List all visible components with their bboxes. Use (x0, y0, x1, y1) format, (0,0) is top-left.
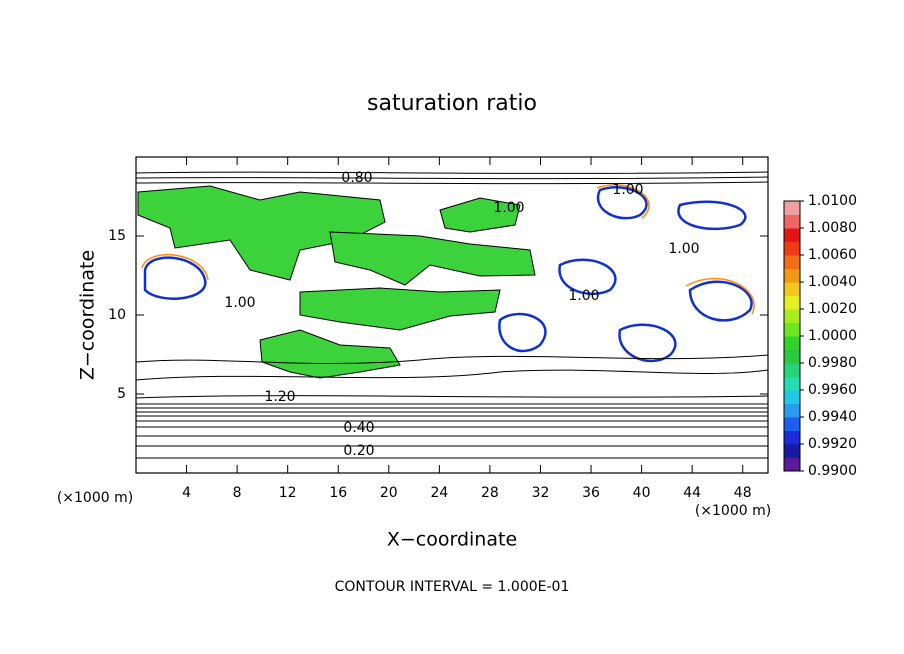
colorbar-swatch (784, 322, 800, 337)
colorbar-tick-label: 0.9920 (808, 436, 857, 452)
chart-title: saturation ratio (367, 91, 537, 116)
x-tick-label: 20 (380, 485, 398, 501)
colorbar-swatch (784, 457, 800, 472)
colorbar-tick-label: 1.0100 (808, 193, 857, 209)
colorbar-tick-label: 0.9960 (808, 382, 857, 398)
colorbar-swatch (784, 295, 800, 310)
colorbar-swatch (784, 417, 800, 431)
field-edge (143, 186, 753, 363)
field-patch (137, 185, 386, 281)
colorbar-swatch (784, 282, 800, 296)
colorbar-swatch (784, 309, 800, 323)
contour-interval: CONTOUR INTERVAL = 1.000E-01 (335, 579, 570, 595)
x-axis-title: X−coordinate (387, 529, 517, 551)
x-tick-label: 32 (532, 485, 550, 501)
colorbar-swatch (784, 376, 800, 391)
contour-label: 1.00 (493, 200, 524, 216)
x-tick-label: 4 (182, 485, 191, 501)
colorbar-swatch (784, 255, 800, 269)
field-edge (141, 184, 755, 315)
contour-label: 1.20 (264, 389, 295, 405)
y-tick-label: 15 (108, 228, 126, 244)
colorbar-tick-label: 1.0000 (808, 328, 857, 344)
contour-label: 0.20 (343, 443, 374, 459)
colorbar-swatch (784, 363, 800, 377)
contour-label: 1.00 (224, 295, 255, 311)
x-tick-label: 28 (481, 485, 499, 501)
colorbar-swatch (784, 268, 800, 283)
field-patch (329, 231, 536, 286)
colorbar-tick-label: 1.0020 (808, 301, 857, 317)
colorbar-swatch (784, 444, 800, 458)
colorbar-tick-label: 1.0080 (808, 220, 857, 236)
colorbar-tick-label: 1.0040 (808, 274, 857, 290)
x-tick-label: 44 (683, 485, 701, 501)
colorbar-swatch (784, 228, 800, 242)
colorbar-tick-label: 0.9900 (808, 463, 857, 479)
x-tick-label: 16 (329, 485, 347, 501)
field-patch (299, 287, 501, 331)
x-tick-label: 12 (279, 485, 297, 501)
x-tick-label: 24 (430, 485, 448, 501)
y-tick-label: 5 (117, 386, 126, 402)
colorbar-swatch (784, 214, 800, 229)
contour-label: 1.00 (668, 241, 699, 257)
field-patch (259, 329, 401, 379)
colorbar-swatch (784, 403, 800, 418)
colorbar-swatch (784, 430, 800, 445)
colorbar-swatch (784, 349, 800, 364)
colorbar-tick-label: 0.9980 (808, 355, 857, 371)
colorbar-swatch (784, 201, 800, 215)
x-tick-label: 40 (633, 485, 651, 501)
y-unit-label: (×1000 m) (57, 490, 133, 506)
colorbar-swatch (784, 336, 800, 350)
field (136, 171, 768, 459)
y-tick-label: 10 (108, 307, 126, 323)
y-axis-title: Z−coordinate (77, 250, 99, 380)
x-tick-label: 36 (582, 485, 600, 501)
x-tick-label: 48 (734, 485, 752, 501)
contour-label: 0.40 (343, 420, 374, 436)
field-patch (439, 197, 521, 233)
contour-label: 1.00 (612, 182, 643, 198)
contour-line (136, 171, 768, 459)
colorbar-swatch (784, 390, 800, 404)
x-unit-label: (×1000 m) (695, 503, 771, 519)
colorbar-tick-label: 0.9940 (808, 409, 857, 425)
x-tick-label: 8 (233, 485, 242, 501)
colorbar-swatch (784, 241, 800, 256)
contour-label: 1.00 (568, 288, 599, 304)
colorbar-tick-label: 1.0060 (808, 247, 857, 263)
contour-label: 0.80 (341, 170, 372, 186)
